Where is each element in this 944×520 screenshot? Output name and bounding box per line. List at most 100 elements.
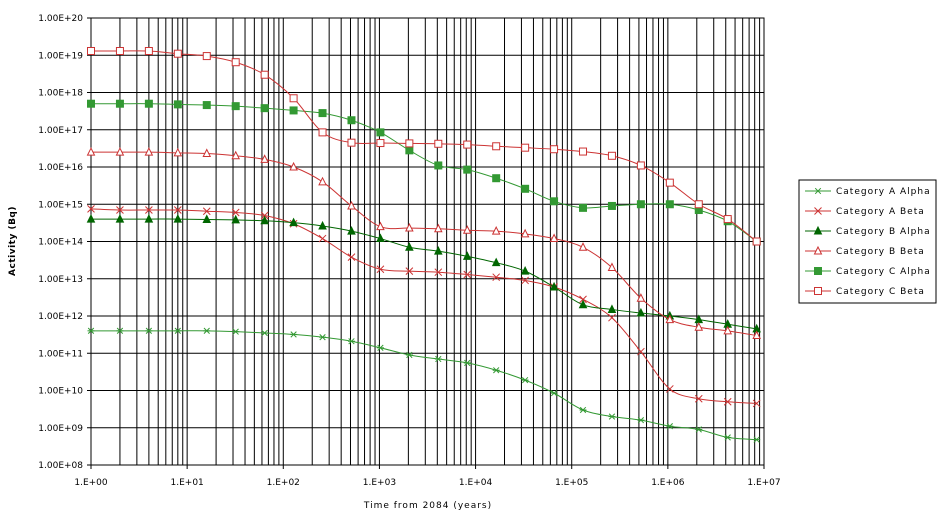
data-point [520, 266, 530, 275]
data-point [608, 313, 616, 322]
data-point [347, 116, 356, 125]
data-point [231, 208, 240, 217]
data-point [115, 213, 125, 223]
legend-label: Category B Beta [836, 247, 925, 257]
y-tick-label: 1.00E+11 [38, 349, 83, 359]
series-line [91, 330, 757, 441]
grid [91, 18, 764, 465]
y-tick-label: 1.00E+12 [38, 312, 83, 322]
data-point [579, 406, 587, 414]
y-tick-label: 1.00E+15 [38, 200, 83, 210]
data-point [202, 207, 211, 216]
data-point [173, 213, 183, 223]
data-point [814, 267, 822, 275]
data-point [607, 201, 616, 210]
y-tick-label: 1.00E+17 [38, 126, 83, 136]
data-point [202, 101, 211, 110]
data-point [318, 109, 327, 118]
data-point [116, 327, 124, 334]
legend-box [798, 179, 937, 304]
y-tick-label: 1.00E+10 [38, 387, 83, 397]
legend-label: Category C Beta [836, 287, 925, 297]
legend-entry: Category B Beta [805, 245, 925, 257]
data-point [433, 223, 443, 233]
data-point [405, 139, 414, 148]
data-point [406, 351, 413, 359]
data-point [87, 99, 95, 108]
data-point [202, 52, 211, 61]
series-group [86, 47, 761, 443]
data-point [550, 389, 558, 397]
data-point [145, 206, 153, 214]
x-tick-label: 1.E+06 [651, 478, 685, 488]
legend-entry: Category A Alpha [805, 187, 930, 197]
data-point [87, 47, 95, 56]
data-point [723, 215, 732, 224]
data-point [666, 423, 673, 430]
data-point [173, 147, 183, 157]
data-point [86, 213, 96, 223]
series-4 [86, 147, 761, 339]
data-point [636, 307, 646, 317]
data-point [115, 99, 124, 108]
data-point [202, 214, 212, 223]
data-point [579, 147, 588, 156]
legend-label: Category C Alpha [836, 267, 931, 277]
data-point [319, 334, 326, 341]
y-tick-label: 1.00E+20 [38, 14, 83, 24]
data-point [173, 100, 182, 109]
x-tick-label: 1.E+03 [363, 478, 396, 488]
y-axis-title: Activity (Bq) [8, 206, 18, 276]
data-point [260, 215, 269, 225]
data-point [434, 161, 443, 170]
data-point [261, 329, 268, 337]
series-line [91, 50, 757, 242]
data-point [86, 147, 96, 156]
data-point [289, 217, 298, 227]
data-point [289, 106, 298, 115]
data-point [521, 143, 530, 152]
data-point [144, 147, 154, 156]
y-tick-label: 1.00E+14 [38, 238, 83, 248]
data-point [87, 205, 95, 213]
x-axis-ticks: 1.E+00 1.E+01 1.E+02 1.E+03 1.E+04 1.E+05 1.E+… [74, 465, 781, 488]
data-point [347, 225, 356, 235]
x-tick-label: 1.E+02 [267, 478, 300, 488]
data-point [637, 347, 645, 356]
data-point [694, 322, 704, 331]
y-tick-label: 1.00E+16 [38, 163, 83, 173]
data-point [521, 376, 529, 384]
data-point [752, 399, 761, 408]
data-point [695, 426, 702, 433]
series-line [90, 103, 757, 242]
data-point [87, 327, 95, 334]
x-tick-label: 1.E+07 [747, 478, 780, 488]
data-point [144, 213, 154, 223]
data-point [521, 276, 529, 285]
data-point [405, 146, 414, 155]
x-axis-title: Time from 2084 (years) [363, 501, 492, 511]
data-point [174, 327, 181, 334]
data-point [202, 148, 212, 158]
data-point [665, 385, 674, 393]
data-point [549, 281, 559, 291]
data-point [434, 268, 443, 277]
data-point [231, 102, 240, 111]
data-point [376, 265, 385, 274]
series-line [91, 151, 757, 336]
legend-entry: Category A Beta [805, 207, 925, 217]
series-2 [87, 205, 761, 408]
data-point [579, 295, 587, 304]
data-point [376, 139, 385, 148]
series-6 [87, 47, 761, 246]
data-point [318, 176, 327, 186]
data-point [289, 161, 298, 171]
y-tick-label: 1.00E+19 [38, 51, 83, 61]
data-point [723, 397, 732, 406]
data-point [665, 178, 674, 187]
data-point [173, 49, 182, 58]
data-point [814, 207, 822, 215]
legend-label: Category A Beta [836, 207, 925, 217]
data-point [115, 47, 124, 56]
data-point [260, 211, 269, 220]
